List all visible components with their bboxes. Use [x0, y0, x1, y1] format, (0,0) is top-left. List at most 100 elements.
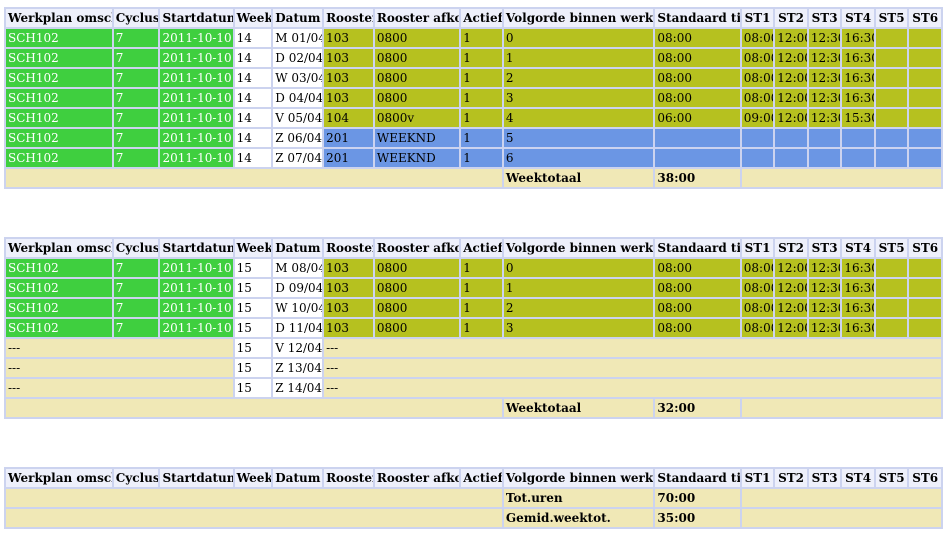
st3-cell: 12:30 [808, 89, 841, 107]
column-header: ST4 [842, 469, 874, 487]
st4-cell: 16:30 [842, 49, 874, 67]
datum-cell: V 05/04 [273, 109, 323, 127]
total-filler [741, 169, 941, 187]
total-label: Gemid.weektot. [503, 509, 654, 527]
column-header: ST4 [842, 9, 874, 27]
standaard-tijd-cell [655, 129, 740, 147]
plan-cell: SCH102 [6, 89, 112, 107]
column-header: Actief [461, 469, 502, 487]
actief-cell: 1 [461, 259, 502, 277]
column-header: Startdatum [160, 469, 233, 487]
empty-day-row: --- 15 Z 13/04 --- [6, 359, 941, 377]
empty-day-row: --- 15 Z 14/04 --- [6, 379, 941, 397]
rooster-cell: 104 [324, 109, 373, 127]
plan-cell: SCH102 [6, 299, 112, 317]
st2-cell: 12:00 [775, 89, 807, 107]
column-header: Actief [461, 239, 502, 257]
week-cell: 14 [234, 89, 272, 107]
plan-cell: SCH102 [6, 129, 112, 147]
plan-cell: --- [6, 379, 233, 397]
week-cell: 14 [234, 149, 272, 167]
column-header: Standaard tijd [655, 9, 740, 27]
st4-cell: 16:30 [842, 319, 874, 337]
datum-cell: W 10/04 [273, 299, 323, 317]
rooster-cell: 103 [324, 319, 373, 337]
table-row: SCH102 7 2011-10-10 15 D 09/04 103 0800 1 1 08:00… [6, 279, 941, 297]
st3-cell: 12:30 [808, 29, 841, 47]
week-cell: 14 [234, 129, 272, 147]
cyclus-cell: 7 [113, 29, 159, 47]
actief-cell: 1 [461, 319, 502, 337]
volgorde-cell: 0 [503, 29, 654, 47]
st3-cell: 12:30 [808, 49, 841, 67]
rooster-afkor-cell: 0800v [374, 109, 460, 127]
week-cell: 14 [234, 49, 272, 67]
empty-day-row: --- 15 V 12/04 --- [6, 339, 941, 357]
st5-cell [875, 109, 908, 127]
column-header: Actief [461, 9, 502, 27]
total-row: Tot.uren 70:00 [6, 489, 941, 507]
cyclus-cell: 7 [113, 319, 159, 337]
volgorde-cell: 2 [503, 69, 654, 87]
startdatum-cell: 2011-10-10 [160, 129, 233, 147]
st6-cell [909, 259, 941, 277]
column-header: Rooster [324, 239, 373, 257]
table-row: SCH102 7 2011-10-10 14 V 05/04 104 0800v 1 4 06:0… [6, 109, 941, 127]
datum-cell: V 12/04 [273, 339, 323, 357]
st6-cell [909, 69, 941, 87]
column-header: Datum [273, 239, 323, 257]
week-14-table: Werkplan omschr.CyclusStartdatumWeekDatu… [4, 7, 943, 189]
rooster-afkor-cell: WEEKND [374, 129, 460, 147]
column-header: ST2 [775, 9, 807, 27]
column-header: Rooster [324, 9, 373, 27]
rooster-cell: 201 [324, 129, 373, 147]
week-cell: 14 [234, 29, 272, 47]
column-header: Volgorde binnen werkplan [503, 239, 654, 257]
st2-cell [775, 129, 807, 147]
st4-cell [842, 149, 874, 167]
week-15-table: Werkplan omschr.CyclusStartdatumWeekDatu… [4, 237, 943, 419]
volgorde-cell: 3 [503, 319, 654, 337]
datum-cell: D 11/04 [273, 319, 323, 337]
st4-cell: 16:30 [842, 89, 874, 107]
actief-cell: 1 [461, 129, 502, 147]
column-header: ST5 [875, 9, 908, 27]
column-header: Werkplan omschr. [6, 239, 112, 257]
column-header: Rooster afkor. [374, 9, 460, 27]
rooster-cell: 103 [324, 29, 373, 47]
week-cell: 15 [234, 299, 272, 317]
volgorde-cell: 0 [503, 259, 654, 277]
totals-table: Werkplan omschr.CyclusStartdatumWeekDatu… [4, 467, 943, 529]
cyclus-cell: 7 [113, 49, 159, 67]
rest-cell: --- [324, 339, 941, 357]
column-header: Week [234, 9, 272, 27]
standaard-tijd-cell: 08:00 [655, 69, 740, 87]
st1-cell: 08:00 [741, 259, 774, 277]
column-header: Cyclus [113, 469, 159, 487]
st5-cell [875, 279, 908, 297]
rooster-cell: 103 [324, 299, 373, 317]
column-header: ST6 [909, 239, 941, 257]
header-row: Werkplan omschr.CyclusStartdatumWeekDatu… [6, 9, 941, 27]
volgorde-cell: 5 [503, 129, 654, 147]
rooster-cell: 103 [324, 279, 373, 297]
rooster-afkor-cell: 0800 [374, 29, 460, 47]
total-spacer [6, 399, 502, 417]
total-label: Weektotaal [503, 399, 654, 417]
st1-cell: 08:00 [741, 69, 774, 87]
datum-cell: W 03/04 [273, 69, 323, 87]
datum-cell: M 08/04 [273, 259, 323, 277]
week-cell: 15 [234, 379, 272, 397]
plan-cell: SCH102 [6, 259, 112, 277]
column-header: Werkplan omschr. [6, 469, 112, 487]
total-filler [741, 489, 941, 507]
st1-cell [741, 129, 774, 147]
st2-cell: 12:00 [775, 69, 807, 87]
startdatum-cell: 2011-10-10 [160, 69, 233, 87]
standaard-tijd-cell: 08:00 [655, 279, 740, 297]
rooster-cell: 103 [324, 259, 373, 277]
st4-cell: 15:30 [842, 109, 874, 127]
st5-cell [875, 29, 908, 47]
cyclus-cell: 7 [113, 69, 159, 87]
st4-cell: 16:30 [842, 279, 874, 297]
